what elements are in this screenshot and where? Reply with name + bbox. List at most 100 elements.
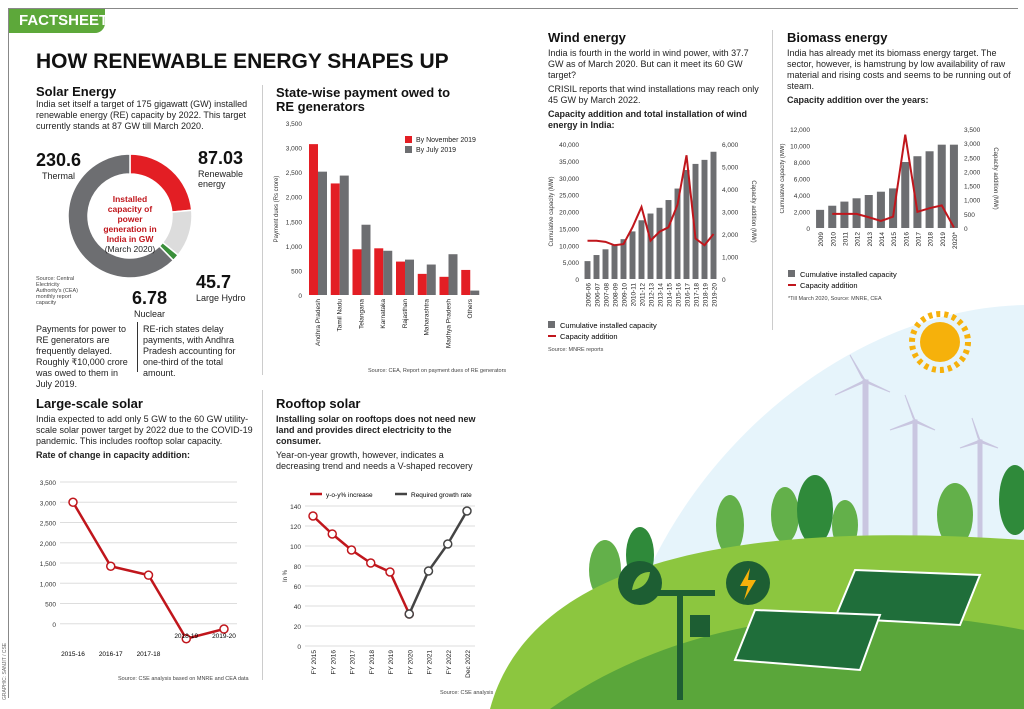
x-tick-label: FY 2017 — [350, 650, 357, 675]
x-tick-label: 2009-10 — [622, 283, 629, 307]
donut-subtitle: (March 2020) — [104, 244, 156, 254]
y-tick-label: 6,000 — [794, 177, 811, 184]
y-tick-label: 2,500 — [40, 521, 57, 528]
bar-0 — [309, 144, 318, 295]
y2-tick-label: 500 — [964, 212, 975, 219]
state-source: Source: CEA, Report on payment dues of R… — [368, 368, 507, 374]
bar — [611, 244, 618, 279]
large-solar-text-column: Large-scale solar India expected to add … — [36, 396, 258, 461]
x-tick-label: 2020* — [952, 232, 959, 249]
bar — [692, 163, 699, 279]
bar — [620, 239, 627, 279]
bar-0 — [417, 273, 427, 295]
bar-0 — [330, 183, 340, 295]
data-point — [462, 506, 472, 516]
bar-1 — [361, 224, 371, 295]
rooftop-chart: 0 20 40 60 80 100 120 140 In % FY 2015 FY 2016 FY 2… — [283, 492, 475, 678]
x-tick-label: 2009 — [818, 232, 825, 247]
solar-title: Solar Energy — [36, 84, 117, 99]
bar — [925, 151, 934, 228]
wind-text-column: Wind energy India is fourth in the world… — [548, 30, 766, 131]
bar — [683, 169, 690, 279]
y2-tick-label: 6,000 — [722, 142, 739, 149]
x-tick-label: FY 2020 — [407, 650, 414, 675]
y-tick-label: 60 — [294, 584, 302, 591]
y-tick-label: 10,000 — [559, 243, 579, 250]
bar — [584, 261, 591, 279]
x-tick-label: FY 2021 — [427, 650, 434, 675]
x-tick-label: 2005-06 — [586, 283, 593, 307]
rooftop-source: Source: CSE analysis — [440, 690, 494, 696]
y-tick-label: 100 — [290, 544, 301, 551]
y-tick-label: 1,500 — [286, 219, 303, 226]
bar-1 — [405, 259, 414, 295]
data-point — [423, 566, 434, 576]
y-tick-label: 10,000 — [790, 144, 810, 151]
x-tick-label: 2017-18 — [137, 651, 161, 658]
x-tick-label: 2018 — [928, 232, 935, 247]
y2-axis-label: Capacity addition (MW) — [992, 147, 998, 209]
x-tick-label: 2013 — [867, 232, 874, 247]
bar — [665, 200, 672, 279]
data-point — [143, 570, 154, 580]
y-tick-label: 5,000 — [563, 260, 580, 267]
x-tick-label: Telangana — [358, 299, 365, 329]
bar — [889, 188, 898, 228]
data-point — [106, 561, 116, 571]
x-tick-label: 2007-08 — [604, 283, 611, 307]
renewable-label: 87.03 Renewable energy — [198, 148, 244, 189]
y-tick-label: 40,000 — [559, 142, 579, 149]
bar-0 — [439, 276, 449, 295]
x-tick-label: Maharashtra — [424, 299, 431, 336]
y-axis-label: Cumulative capacity (MW) — [549, 176, 555, 246]
page-title: HOW RENEWABLE ENERGY SHAPES UP — [36, 50, 449, 73]
x-tick-label: 2010 — [830, 232, 837, 247]
y-tick-label: 80 — [294, 564, 302, 571]
y-tick-label: 2,000 — [40, 541, 57, 548]
solar-note-left: Payments for power to RE generators are … — [36, 324, 128, 389]
divider — [262, 390, 263, 680]
divider — [262, 85, 263, 375]
capacity-addition-line — [832, 134, 955, 228]
bar — [828, 205, 837, 228]
x-tick-label: Dec 2022 — [465, 650, 472, 678]
y2-tick-label: 5,000 — [722, 165, 739, 172]
x-tick-label: Madhya Pradesh — [445, 299, 452, 349]
wind-source: Source: MNRE reports — [548, 347, 604, 353]
y2-tick-label: 2,000 — [722, 232, 739, 239]
y-tick-label: 3,500 — [286, 121, 303, 128]
bar — [901, 162, 910, 228]
wind-title: Wind energy — [548, 30, 626, 45]
state-title: State-wise payment owed to RE generators — [276, 85, 451, 114]
legend-label: By July 2019 — [416, 147, 456, 154]
x-tick-label: 2019-20 — [712, 283, 719, 307]
x-tick-label: 2018-19 — [174, 633, 198, 640]
bar — [647, 213, 654, 279]
y2-tick-label: 3,000 — [964, 141, 981, 148]
hydro-label: 45.7 Large Hydro — [196, 272, 246, 303]
y-axis-label: Cumulative capacity (MW) — [780, 143, 786, 213]
bar — [949, 144, 958, 228]
y-tick-label: 500 — [45, 602, 56, 609]
large-solar-source: Source: CSE analysis based on MNRE and C… — [118, 676, 249, 682]
legend-label: Capacity addition — [560, 332, 618, 341]
biomass-subtitle: Capacity addition over the years: — [787, 95, 929, 105]
bar — [656, 207, 663, 279]
rooftop-title: Rooftop solar — [276, 396, 361, 411]
state-bar-chart: 0 500 1,000 1,500 2,000 2,500 3,000 3,500 Paymen… — [274, 121, 480, 349]
rooftop-text-column: Rooftop solar Installing solar on roofto… — [276, 396, 488, 472]
y-axis-label: In % — [283, 569, 289, 582]
x-tick-label: 2006-07 — [595, 283, 602, 307]
page-frame — [8, 8, 1018, 698]
x-tick-label: 2018-19 — [703, 283, 710, 307]
x-tick-label: FY 2016 — [330, 650, 337, 675]
leaf-icon — [632, 572, 650, 590]
legend-swatch — [405, 136, 412, 143]
series-line-0 — [312, 515, 411, 615]
y-tick-label: 120 — [290, 524, 301, 531]
data-point — [443, 539, 453, 549]
y-tick-label: 0 — [297, 644, 301, 651]
y-tick-label: 35,000 — [559, 159, 579, 166]
bar — [816, 209, 825, 228]
legend-label: Required growth rate — [411, 492, 472, 499]
